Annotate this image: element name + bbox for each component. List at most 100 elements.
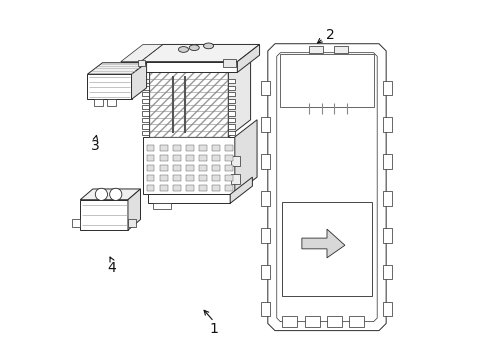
Bar bbox=[224, 175, 232, 181]
Bar bbox=[185, 145, 193, 150]
Bar bbox=[261, 302, 270, 316]
Polygon shape bbox=[142, 86, 149, 90]
Polygon shape bbox=[87, 74, 131, 99]
Polygon shape bbox=[150, 72, 227, 137]
Polygon shape bbox=[142, 92, 149, 96]
Polygon shape bbox=[301, 229, 344, 258]
Polygon shape bbox=[121, 62, 140, 63]
Polygon shape bbox=[142, 124, 149, 129]
Bar bbox=[198, 175, 206, 181]
Bar bbox=[261, 228, 270, 243]
Bar bbox=[261, 81, 270, 95]
Bar bbox=[159, 185, 167, 191]
Bar bbox=[224, 155, 232, 161]
Polygon shape bbox=[140, 44, 259, 62]
Bar bbox=[383, 81, 391, 95]
Polygon shape bbox=[267, 44, 386, 330]
Polygon shape bbox=[128, 220, 136, 226]
Polygon shape bbox=[282, 202, 371, 296]
Bar bbox=[172, 165, 180, 171]
Ellipse shape bbox=[178, 46, 188, 52]
Polygon shape bbox=[131, 63, 146, 99]
Bar bbox=[146, 185, 154, 191]
Bar bbox=[261, 117, 270, 132]
Bar bbox=[159, 165, 167, 171]
Circle shape bbox=[95, 188, 107, 201]
Ellipse shape bbox=[189, 45, 199, 50]
Bar bbox=[383, 154, 391, 169]
Bar bbox=[94, 99, 102, 107]
Bar bbox=[211, 185, 219, 191]
Polygon shape bbox=[228, 105, 234, 109]
Bar bbox=[261, 265, 270, 279]
Bar bbox=[159, 155, 167, 161]
Polygon shape bbox=[237, 44, 259, 72]
Polygon shape bbox=[142, 118, 149, 122]
Polygon shape bbox=[142, 79, 149, 84]
Text: 2: 2 bbox=[325, 28, 334, 42]
Bar bbox=[146, 165, 154, 171]
Bar bbox=[146, 155, 154, 161]
Bar bbox=[159, 145, 167, 150]
Bar bbox=[185, 155, 193, 161]
Polygon shape bbox=[142, 112, 149, 116]
Bar bbox=[185, 175, 193, 181]
Polygon shape bbox=[280, 54, 373, 107]
Polygon shape bbox=[228, 55, 250, 137]
Bar bbox=[383, 302, 391, 316]
Polygon shape bbox=[228, 99, 234, 103]
Polygon shape bbox=[276, 53, 376, 321]
Bar bbox=[349, 316, 364, 327]
Polygon shape bbox=[142, 137, 234, 194]
Bar bbox=[137, 60, 144, 66]
Polygon shape bbox=[228, 112, 234, 116]
Polygon shape bbox=[228, 86, 234, 90]
Bar bbox=[383, 191, 391, 206]
Bar bbox=[146, 175, 154, 181]
Polygon shape bbox=[121, 44, 163, 62]
Polygon shape bbox=[142, 105, 149, 109]
Bar bbox=[211, 165, 219, 171]
Bar bbox=[282, 316, 297, 327]
Polygon shape bbox=[228, 124, 234, 129]
Text: 1: 1 bbox=[209, 322, 218, 336]
Bar bbox=[198, 185, 206, 191]
Text: 4: 4 bbox=[107, 261, 116, 275]
Bar bbox=[224, 185, 232, 191]
Bar bbox=[326, 316, 341, 327]
Bar bbox=[146, 145, 154, 150]
Polygon shape bbox=[228, 118, 234, 122]
Polygon shape bbox=[153, 203, 171, 209]
Circle shape bbox=[109, 188, 122, 201]
Bar bbox=[198, 145, 206, 150]
Polygon shape bbox=[142, 131, 149, 135]
Polygon shape bbox=[87, 63, 146, 74]
Bar bbox=[172, 145, 180, 150]
Bar bbox=[172, 155, 180, 161]
Polygon shape bbox=[80, 189, 140, 200]
Polygon shape bbox=[140, 62, 237, 72]
Polygon shape bbox=[147, 194, 230, 203]
Bar bbox=[185, 165, 193, 171]
Bar bbox=[107, 99, 116, 107]
Bar bbox=[159, 175, 167, 181]
Bar bbox=[304, 316, 319, 327]
Bar bbox=[172, 175, 180, 181]
Bar bbox=[224, 165, 232, 171]
Polygon shape bbox=[230, 177, 252, 203]
Bar bbox=[223, 59, 235, 67]
Polygon shape bbox=[80, 200, 128, 230]
Polygon shape bbox=[228, 79, 234, 84]
Bar bbox=[383, 265, 391, 279]
Polygon shape bbox=[142, 99, 149, 103]
Polygon shape bbox=[128, 189, 140, 230]
Ellipse shape bbox=[203, 43, 213, 49]
Bar bbox=[211, 145, 219, 150]
Bar bbox=[261, 191, 270, 206]
Bar bbox=[261, 154, 270, 169]
Bar bbox=[231, 174, 240, 184]
Bar bbox=[185, 185, 193, 191]
Polygon shape bbox=[228, 92, 234, 96]
Bar bbox=[211, 155, 219, 161]
Polygon shape bbox=[228, 131, 234, 135]
